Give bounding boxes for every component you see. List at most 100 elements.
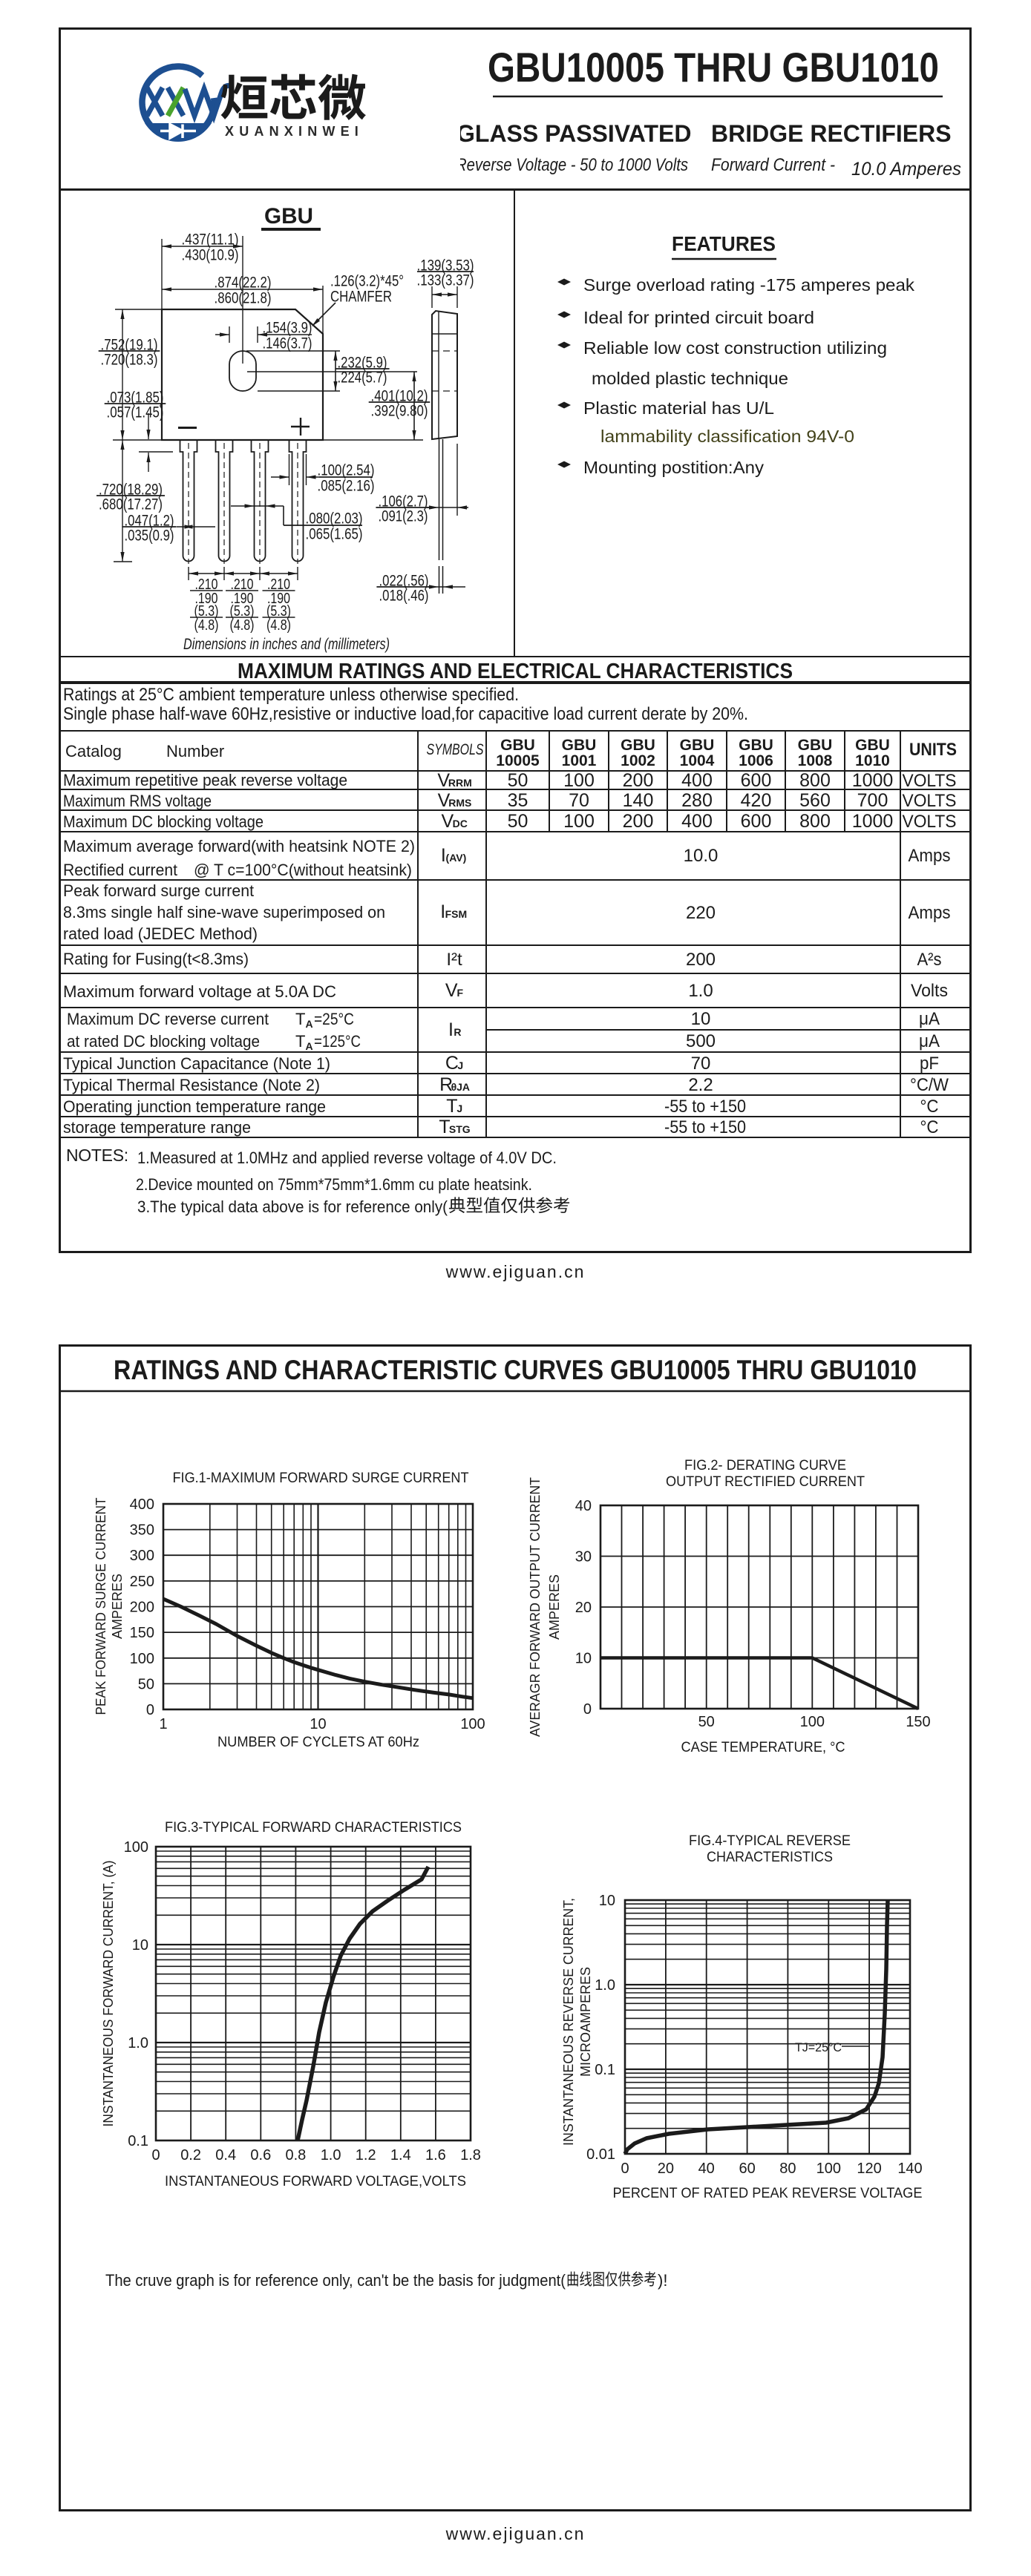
svg-text:0.4: 0.4 [215, 2147, 236, 2163]
svg-text:400: 400 [130, 1496, 154, 1513]
svg-text:J: J [456, 1103, 462, 1114]
svg-text:1.8: 1.8 [460, 2147, 481, 2163]
svg-text:.190: .190 [195, 591, 218, 607]
svg-text:50: 50 [508, 811, 528, 832]
svg-text:.401(10.2): .401(10.2) [371, 387, 428, 404]
svg-text:(5.3): (5.3) [194, 603, 219, 620]
svg-text:(4.8): (4.8) [266, 617, 291, 634]
svg-text:0: 0 [621, 2161, 629, 2177]
svg-text:GBU: GBU [264, 204, 313, 229]
svg-text:40: 40 [575, 1498, 592, 1514]
svg-text:NUMBER OF CYCLETS AT 60Hz: NUMBER OF CYCLETS AT 60Hz [217, 1735, 419, 1750]
svg-text:pF: pF [920, 1054, 939, 1074]
svg-text:1004: 1004 [680, 752, 715, 769]
svg-text:.057(1.45): .057(1.45) [107, 404, 164, 421]
svg-text:20: 20 [575, 1600, 592, 1616]
svg-text:.874(22.2): .874(22.2) [215, 274, 272, 291]
svg-text:.018(.46): .018(.46) [379, 587, 429, 604]
svg-text:Typical Thermal Resistance (No: Typical Thermal Resistance (Note 2) [63, 1076, 320, 1094]
svg-text:I: I [448, 1019, 454, 1040]
svg-text:600: 600 [741, 770, 772, 791]
svg-text:Typical Junction Capacitance (: Typical Junction Capacitance (Note 1) [63, 1054, 330, 1073]
svg-text:1.0: 1.0 [688, 981, 713, 1001]
svg-text:Peak forward surge current: Peak forward surge current [63, 881, 254, 900]
svg-text:0: 0 [151, 2147, 160, 2163]
svg-text:1.0: 1.0 [321, 2147, 341, 2163]
svg-text:.126(3.2)*45°: .126(3.2)*45° [330, 272, 404, 289]
svg-text:.860(21.8): .860(21.8) [215, 289, 272, 306]
svg-text:10005: 10005 [496, 752, 540, 769]
svg-text:10: 10 [691, 1009, 711, 1029]
svg-text:.232(5.9): .232(5.9) [338, 354, 387, 371]
svg-text:Ideal for printed circuit boar: Ideal for printed circuit board [583, 308, 814, 327]
svg-text:Ratings at 25°C ambient temper: Ratings at 25°C ambient temperature unle… [63, 685, 519, 705]
svg-text:T: T [295, 1032, 305, 1051]
svg-text:T: T [439, 1117, 450, 1137]
svg-text:V: V [437, 770, 450, 791]
svg-text:Dimensions in inches and (mill: Dimensions in inches and (millimeters) [183, 636, 390, 653]
svg-text:Volts: Volts [911, 981, 948, 1001]
svg-text:Rating for Fusing(t<8.3ms): Rating for Fusing(t<8.3ms) [63, 950, 249, 968]
svg-text:CHAMFER: CHAMFER [330, 288, 392, 305]
svg-text:=125°C: =125°C [314, 1032, 361, 1051]
svg-text:θJA: θJA [451, 1081, 470, 1093]
svg-text:Catalog: Catalog [65, 742, 122, 760]
svg-text:60: 60 [739, 2161, 755, 2177]
svg-text:400: 400 [681, 811, 713, 832]
svg-text:Amps: Amps [909, 846, 951, 866]
svg-text:0.2: 0.2 [180, 2147, 201, 2163]
svg-text:VOLTS: VOLTS [903, 771, 957, 791]
svg-text:800: 800 [799, 811, 831, 832]
svg-text:GBU: GBU [798, 737, 833, 754]
svg-text:AVERAGR FORWARD OUTPUT CURRE: AVERAGR FORWARD OUTPUT CURRENT [528, 1477, 543, 1737]
svg-text:(5.3): (5.3) [230, 603, 255, 620]
svg-text:10: 10 [599, 1893, 615, 1909]
svg-text:FIG.2- DERATING CURVE: FIG.2- DERATING CURVE [684, 1458, 846, 1473]
svg-text:0.1: 0.1 [595, 2062, 615, 2078]
svg-text:lammability classification 94V: lammability classification 94V-0 [600, 427, 854, 446]
svg-text:1.4: 1.4 [390, 2147, 411, 2163]
svg-text:R: R [454, 1026, 461, 1038]
svg-text:GBU: GBU [855, 737, 890, 754]
svg-text:1.2: 1.2 [356, 2147, 376, 2163]
svg-text:200: 200 [686, 950, 716, 970]
svg-text:100: 100 [800, 1714, 825, 1730]
svg-text:INSTANTANEOUS FORWARD VOLTAGE,: INSTANTANEOUS FORWARD VOLTAGE,VOLTS [165, 2174, 466, 2189]
svg-text:100: 100 [460, 1716, 485, 1732]
svg-text:Forward Current -: Forward Current - [711, 155, 835, 175]
svg-text:INSTANTANEOUS FORWARD CURRENT,: INSTANTANEOUS FORWARD CURRENT, (A) [101, 1861, 116, 2127]
svg-text:CHARACTERISTICS: CHARACTERISTICS [707, 1850, 833, 1865]
svg-text:.720(18.29): .720(18.29) [99, 481, 163, 498]
svg-text:Number: Number [166, 742, 224, 760]
svg-text:1.0: 1.0 [128, 2035, 148, 2051]
svg-text:.210: .210 [231, 576, 254, 593]
svg-text:F: F [457, 987, 464, 999]
svg-text:A: A [306, 1040, 313, 1052]
svg-text:100: 100 [124, 1839, 148, 1856]
svg-text:FIG.3-TYPICAL FORWARD CHARACTE: FIG.3-TYPICAL FORWARD CHARACTERISTICS [165, 1820, 462, 1836]
svg-text:1000: 1000 [852, 811, 894, 832]
svg-text:500: 500 [686, 1031, 716, 1051]
svg-text:.133(3.37): .133(3.37) [417, 272, 474, 289]
svg-text:800: 800 [799, 770, 831, 791]
svg-text:2.2: 2.2 [688, 1075, 713, 1095]
svg-text:.752(19.1): .752(19.1) [101, 336, 158, 353]
svg-text:140: 140 [623, 790, 654, 811]
svg-text:0: 0 [146, 1702, 154, 1718]
svg-text:μA: μA [919, 1009, 940, 1029]
svg-text:TJ=25°C: TJ=25°C [795, 2040, 842, 2054]
svg-text:GBU: GBU [562, 737, 597, 754]
svg-text:=25°C: =25°C [314, 1010, 354, 1028]
svg-text:.047(1.2): .047(1.2) [125, 512, 174, 529]
svg-text:PEAK FORWARD SURGE CURRENT: PEAK FORWARD SURGE CURRENT [94, 1497, 108, 1715]
svg-text:150: 150 [130, 1625, 154, 1641]
svg-text:.106(2.7): .106(2.7) [379, 493, 428, 510]
svg-text:.720(18.3): .720(18.3) [101, 351, 158, 368]
svg-text:OUTPUT RECTIFIED CURRENT: OUTPUT RECTIFIED CURRENT [666, 1474, 865, 1490]
svg-text:200: 200 [130, 1600, 154, 1616]
svg-text:.190: .190 [267, 591, 290, 607]
svg-text:20: 20 [658, 2161, 674, 2177]
svg-text:A: A [306, 1018, 313, 1030]
svg-text:10: 10 [132, 1937, 148, 1954]
svg-text:AMPERES: AMPERES [110, 1574, 125, 1639]
